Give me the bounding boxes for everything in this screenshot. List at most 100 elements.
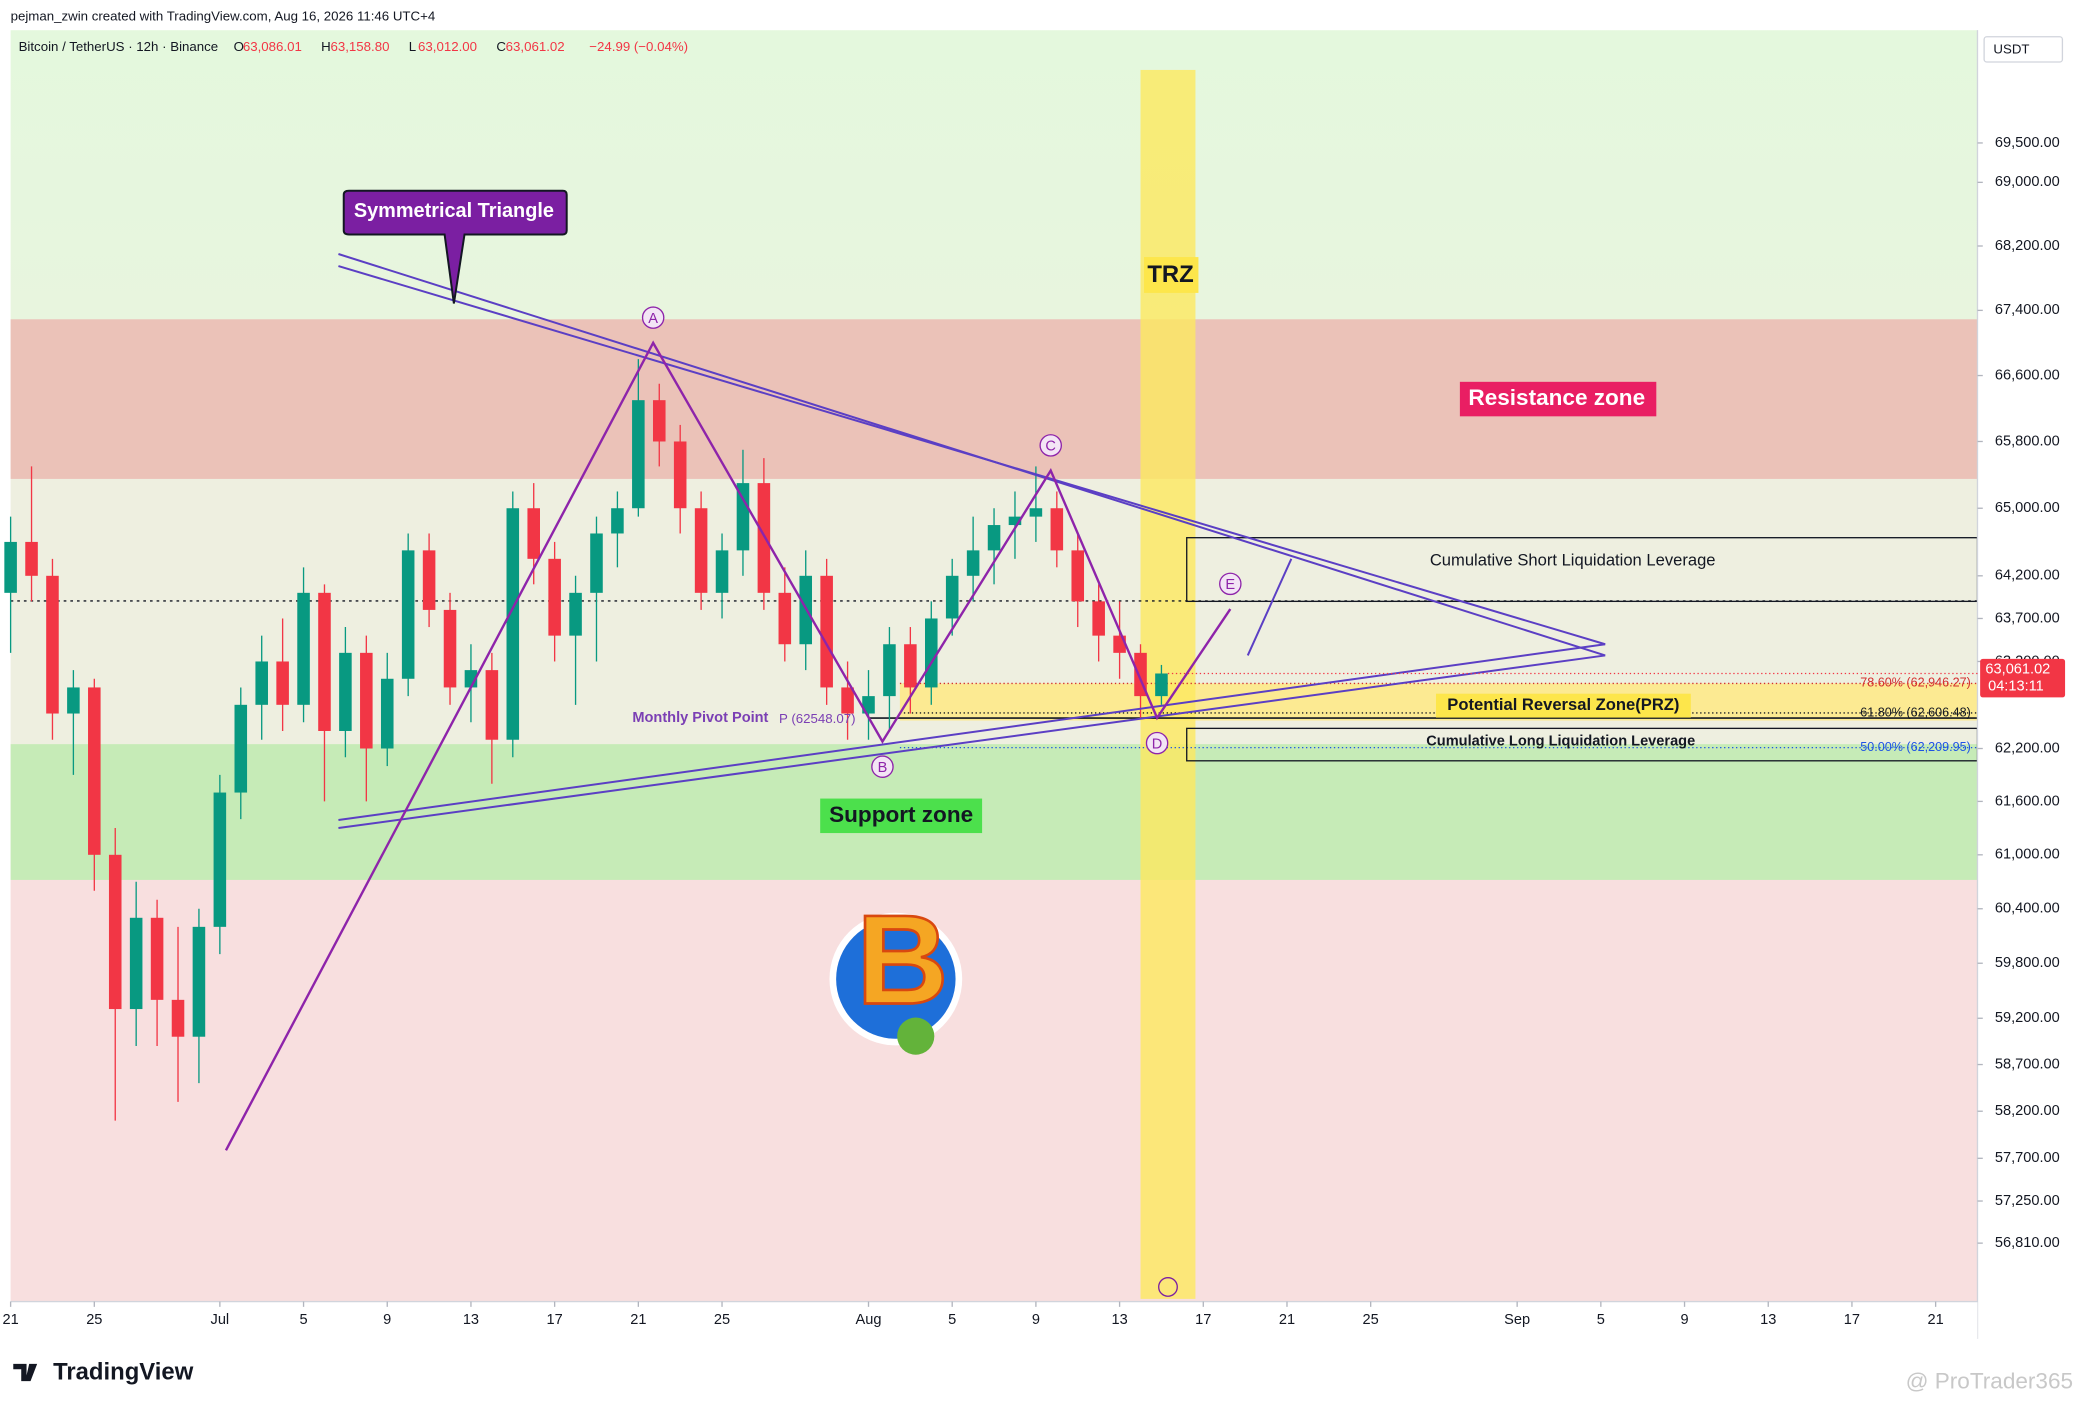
x-tick-label: Aug <box>856 1312 882 1328</box>
trendline <box>338 643 1606 822</box>
candle-body <box>380 678 394 749</box>
candle-body <box>25 541 38 576</box>
candle-body <box>339 652 352 731</box>
x-tick-label: 5 <box>1597 1312 1605 1328</box>
x-tick-label: 25 <box>1363 1312 1379 1328</box>
candle-body <box>590 533 603 593</box>
x-tick-label: 21 <box>1279 1312 1295 1328</box>
x-tick-label: 5 <box>299 1312 307 1328</box>
countdown: 04:13:11 <box>1988 679 2044 695</box>
svg-text:B: B <box>856 888 948 1030</box>
triangle-callout: Symmetrical Triangle <box>342 189 568 304</box>
time-axis-bg <box>0 1301 1978 1339</box>
zone-label: Support zone <box>829 802 973 827</box>
candle-body <box>255 661 268 705</box>
candle-body <box>171 999 185 1037</box>
box-label: Potential Reversal Zone(PRZ) <box>1447 695 1679 714</box>
candle-body <box>1050 508 1064 551</box>
pivot-value: P (62548.07) <box>779 711 855 726</box>
price-zone <box>10 744 1978 880</box>
header-bg <box>0 0 2081 31</box>
zone-label-bg <box>820 798 983 834</box>
trendline <box>1246 558 1293 656</box>
y-tick-label: 58,200.00 <box>1995 1103 2060 1119</box>
fib-label: 78.60% (62,946.27) <box>1860 676 1971 690</box>
y-tick-label: 69,000.00 <box>1995 174 2060 190</box>
x-tick-label: 21 <box>3 1312 19 1328</box>
candle-body <box>715 550 729 593</box>
brand: TradingView <box>53 1359 194 1386</box>
candle-body <box>945 575 959 619</box>
ohlc-value: 63,086.01 <box>243 39 302 54</box>
last-price: 63,061.02 <box>1985 661 2050 677</box>
x-tick-label: 13 <box>463 1312 479 1328</box>
candle-body <box>924 618 938 688</box>
box-label: Cumulative Short Liquidation Leverage <box>1430 550 1716 569</box>
candle-body <box>569 592 582 636</box>
ohlc-key: O <box>234 39 244 54</box>
y-tick-label: 69,500.00 <box>1995 135 2060 151</box>
x-tick-label: 21 <box>630 1312 646 1328</box>
candle-body <box>150 917 164 1000</box>
time-zone <box>1140 69 1196 1299</box>
candle-body <box>1092 601 1105 636</box>
zone-label-bg <box>1459 381 1657 417</box>
symbol-title: Bitcoin / TetherUS · 12h · Binance <box>19 39 219 54</box>
y-tick-label: 56,810.00 <box>1995 1235 2060 1251</box>
candle-body <box>527 508 540 559</box>
x-tick-label: 13 <box>1111 1312 1127 1328</box>
y-tick-label: 57,250.00 <box>1995 1193 2060 1209</box>
candle-body <box>1008 516 1022 526</box>
trendline <box>338 654 1606 830</box>
pattern-label: D <box>1152 736 1163 752</box>
trz-label: TRZ <box>1147 261 1193 288</box>
currency: USDT <box>1993 42 2029 57</box>
x-tick-label: 5 <box>948 1312 956 1328</box>
last-price-box <box>1980 658 2066 698</box>
trz-label-bg <box>1144 257 1199 293</box>
y-tick-label: 59,800.00 <box>1995 955 2060 971</box>
watermark: @ ProTrader365 <box>1906 1368 2073 1393</box>
candle-body <box>506 508 520 740</box>
brand-logo <box>13 1363 38 1382</box>
pattern-marker <box>1039 434 1062 457</box>
drawings: Monthly Pivot Point P (62548.07) 78.60% (6… <box>224 253 1979 1297</box>
candle-body <box>757 483 771 593</box>
time-axis: 21 25 Jul 5 9 13 17 21 25 Aug 5 9 13 17 21 25 Sep 5 9 13 17 2… <box>3 1301 1944 1328</box>
candle-body <box>778 592 792 645</box>
candle-body <box>652 400 666 442</box>
box-label-bg <box>1435 693 1691 718</box>
candle-body <box>318 592 331 731</box>
y-tick-label: 60,400.00 <box>1995 901 2060 917</box>
x-tick-label: Sep <box>1504 1312 1530 1328</box>
pivot-label: Monthly Pivot Point <box>632 710 768 726</box>
y-tick-label: 61,000.00 <box>1995 847 2060 863</box>
candle-body <box>820 575 833 688</box>
candle-body <box>966 550 980 576</box>
fib-label: 61.80% (62,606.48) <box>1860 705 1971 719</box>
ohlc-change: −24.99 (−0.04%) <box>589 39 688 54</box>
candle-body <box>485 670 499 740</box>
candle-body <box>46 575 59 714</box>
ohlc-value: 63,158.80 <box>330 39 389 54</box>
price-axis: 69,500.00 69,000.00 68,200.00 67,400.00 66,6… <box>1167 135 2066 1251</box>
candle-body <box>67 687 80 714</box>
candle-body <box>234 704 248 793</box>
y-tick-label: 68,200.00 <box>1995 238 2060 254</box>
x-tick-label: Jul <box>211 1312 230 1328</box>
zones <box>10 319 1978 880</box>
x-tick-label: 9 <box>1680 1312 1688 1328</box>
pattern-label: C <box>1045 439 1056 455</box>
alert-icon <box>1158 1277 1178 1297</box>
currency-box[interactable] <box>1983 36 2064 63</box>
x-tick-label: 25 <box>714 1312 730 1328</box>
pattern-line <box>224 340 1232 1151</box>
candle-body <box>401 550 415 679</box>
x-tick-label: 21 <box>1928 1312 1944 1328</box>
ohlc-key: C <box>496 39 506 54</box>
pattern-marker <box>1145 731 1169 755</box>
x-tick-label: 17 <box>547 1312 563 1328</box>
candle-body <box>276 661 289 705</box>
candle-body <box>736 483 750 551</box>
